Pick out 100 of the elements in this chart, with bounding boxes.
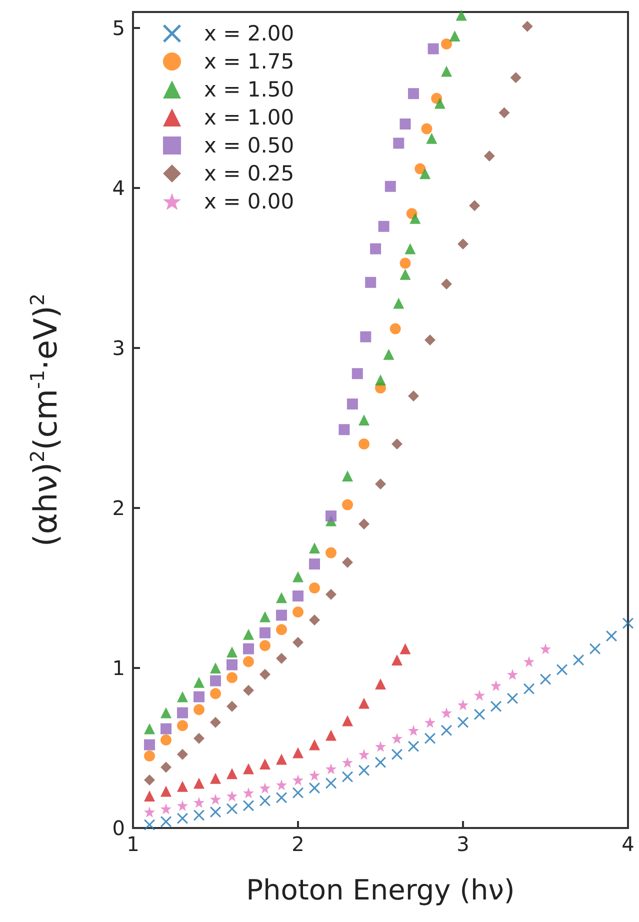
point [358, 748, 370, 760]
point [326, 588, 336, 600]
point [226, 803, 238, 814]
point [226, 768, 238, 780]
point [352, 368, 363, 380]
point [194, 732, 204, 744]
legend-label: x = 1.00 [204, 106, 294, 130]
point [424, 716, 436, 728]
point [160, 723, 172, 734]
point [326, 547, 336, 558]
point [346, 398, 358, 410]
point [434, 98, 446, 109]
legend-label: x = 1.50 [204, 78, 294, 102]
point [573, 654, 584, 666]
point [194, 704, 204, 716]
y-tick-label: 2 [112, 496, 125, 520]
point [606, 630, 617, 642]
point [420, 168, 431, 180]
point [400, 268, 411, 280]
x-tick-label: 1 [126, 832, 140, 856]
point [393, 138, 404, 149]
legend-label: x = 0.25 [204, 162, 294, 186]
point [292, 747, 304, 758]
x-tick-label: 4 [622, 832, 634, 856]
x-tick-label: 2 [292, 832, 304, 856]
point [375, 678, 386, 690]
point [160, 734, 172, 746]
point [326, 730, 336, 741]
point [226, 700, 238, 712]
point [458, 699, 468, 710]
point [358, 698, 370, 709]
point [458, 716, 468, 728]
point [408, 88, 419, 100]
legend-label: x = 2.00 [204, 22, 294, 46]
point [292, 774, 304, 786]
point [243, 800, 254, 812]
point [507, 668, 518, 680]
y-tick-label: 1 [112, 656, 125, 680]
x-axis-title: Photon Energy (hν) [246, 874, 515, 906]
point [414, 163, 426, 174]
point [210, 662, 221, 674]
point [194, 796, 204, 808]
point [226, 659, 238, 670]
legend-label: x = 0.00 [204, 190, 294, 214]
point [540, 674, 551, 685]
point [276, 652, 287, 664]
point [441, 66, 452, 77]
point [342, 556, 353, 568]
point [160, 786, 172, 797]
point [177, 720, 188, 732]
point [392, 748, 402, 760]
point [392, 732, 402, 744]
point [210, 794, 221, 805]
x-tick-label: 3 [456, 832, 470, 856]
point [490, 680, 502, 692]
y-tick-label: 3 [112, 336, 125, 360]
point [260, 611, 270, 622]
point [400, 118, 411, 130]
point [375, 756, 386, 768]
point [358, 518, 370, 530]
point [400, 258, 411, 269]
point [309, 542, 320, 554]
y-tick-label: 0 [112, 816, 125, 840]
point [194, 676, 204, 688]
point [342, 771, 353, 782]
point [292, 636, 304, 648]
point [408, 390, 419, 402]
point [392, 654, 402, 666]
point [276, 792, 287, 804]
point [226, 790, 238, 802]
point [358, 764, 370, 776]
point [177, 800, 188, 812]
point [177, 780, 188, 792]
point [276, 610, 287, 621]
point [243, 684, 254, 696]
point [144, 750, 155, 762]
point [441, 707, 452, 718]
point [392, 438, 402, 450]
point [276, 592, 287, 604]
point [160, 762, 172, 773]
point [144, 819, 155, 830]
point [243, 643, 254, 654]
point [144, 774, 155, 786]
point [177, 707, 188, 718]
point [408, 724, 419, 736]
point [194, 691, 204, 702]
point [342, 499, 353, 510]
legend-label: x = 1.75 [204, 50, 294, 74]
y-axis-title: (αhν)2(cm-1·eV)2 [26, 293, 64, 547]
point [177, 691, 188, 702]
point [326, 510, 336, 522]
point [384, 180, 396, 192]
point [326, 763, 336, 774]
point [474, 690, 485, 701]
point [309, 558, 320, 570]
point [260, 668, 270, 680]
point [383, 348, 394, 360]
point [309, 782, 320, 794]
point [507, 692, 518, 704]
point [456, 10, 467, 21]
